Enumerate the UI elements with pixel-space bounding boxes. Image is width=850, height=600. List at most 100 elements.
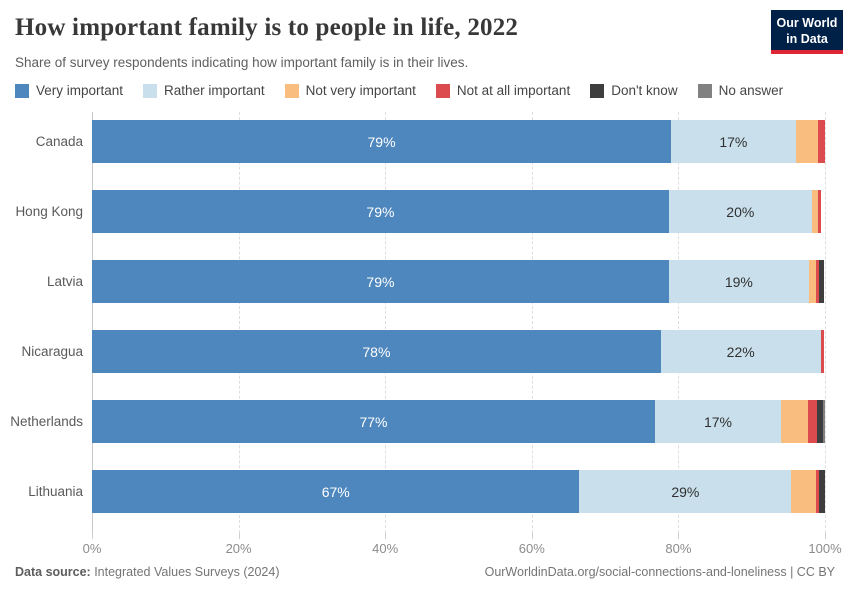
bar-row-hong-kong: Hong Kong 79% 20%: [0, 190, 850, 233]
bar-row-canada: Canada 79% 17%: [0, 120, 850, 163]
bar-segment-not-very-important[interactable]: [791, 470, 817, 513]
segment-value-label: 19%: [724, 273, 753, 290]
stacked-bar: 77% 17%: [92, 400, 825, 443]
data-source-label: Data source:: [15, 565, 91, 579]
chart-gridlines: [92, 112, 826, 539]
legend-swatch-icon: [697, 83, 712, 98]
bar-row-nicaragua: Nicaragua 78% 22%: [0, 330, 850, 373]
legend-swatch-icon: [284, 83, 299, 98]
chart-rows: Canada 79% 17% Hong Kong 79% 20% Latvia 79% 19% N…: [0, 112, 850, 513]
bar-row-lithuania: Lithuania 67% 29%: [0, 470, 850, 513]
segment-value-label: 17%: [703, 413, 732, 430]
country-label: Lithuania: [28, 484, 83, 499]
bar-segment-rather-important[interactable]: 29%: [579, 470, 792, 513]
segment-value-label: 79%: [367, 133, 396, 150]
bar-segment-not-at-all-important[interactable]: [816, 260, 820, 303]
bar-segment-don-t-know[interactable]: [819, 260, 825, 303]
bar-segment-rather-important[interactable]: 20%: [668, 190, 812, 233]
chart-legend: Very important Rather important Not very i…: [15, 83, 783, 98]
legend-label: Rather important: [164, 83, 265, 98]
legend-label: Not at all important: [456, 83, 571, 98]
x-axis-label: 0%: [82, 541, 102, 556]
stacked-bar: 79% 19%: [92, 260, 825, 303]
axis-tick: [238, 533, 240, 539]
segment-value-label: 77%: [359, 413, 388, 430]
bar-segment-not-at-all-important[interactable]: [817, 120, 825, 163]
bar-segment-not-very-important[interactable]: [808, 260, 817, 303]
owid-logo-line1: Our World: [776, 16, 838, 30]
country-label: Canada: [35, 134, 83, 149]
data-source-value: Integrated Values Surveys (2024): [90, 565, 280, 579]
bar-segment-no-answer[interactable]: [822, 400, 825, 443]
gridline-0: [92, 112, 93, 533]
x-axis-label: 40%: [372, 541, 399, 556]
x-axis-label: 100%: [808, 541, 842, 556]
bar-segment-very-important[interactable]: 79%: [92, 190, 669, 233]
bar-segment-don-t-know[interactable]: [819, 470, 825, 513]
segment-value-label: 20%: [726, 203, 755, 220]
x-axis-labels: 0% 20% 40% 60% 80% 100%: [83, 541, 842, 561]
legend-item-not-at-all-important: Not at all important: [435, 83, 571, 98]
bar-segment-very-important[interactable]: 79%: [92, 260, 669, 303]
bar-segment-very-important[interactable]: 77%: [92, 400, 655, 443]
stacked-bar: 67% 29%: [92, 470, 825, 513]
legend-label: Very important: [36, 83, 124, 98]
legend-label: Don't know: [611, 83, 678, 98]
legend-swatch-icon: [15, 83, 29, 98]
bar-segment-don-t-know[interactable]: [816, 400, 823, 443]
axis-tick: [531, 533, 533, 539]
legend-item-don-t-know: Don't know: [590, 83, 678, 98]
segment-value-label: 79%: [366, 203, 395, 220]
legend-item-rather-important: Rather important: [143, 83, 265, 98]
bar-segment-very-important[interactable]: 67%: [92, 470, 580, 513]
bar-segment-rather-important[interactable]: 17%: [671, 120, 796, 163]
gridline-100: [825, 112, 826, 533]
bar-segment-very-important[interactable]: 78%: [92, 330, 661, 373]
chart-subtitle: Share of survey respondents indicating h…: [15, 55, 469, 70]
bar-segment-rather-important[interactable]: 19%: [668, 260, 809, 303]
bar-segment-not-at-all-important[interactable]: [808, 400, 817, 443]
stacked-bar: 79% 20%: [92, 190, 825, 233]
legend-swatch-icon: [143, 83, 158, 98]
bar-segment-not-at-all-important[interactable]: [816, 470, 820, 513]
stacked-bar-chart: Canada 79% 17% Hong Kong 79% 20% Latvia 79% 19% N…: [0, 112, 850, 562]
axis-tick: [92, 533, 93, 539]
owid-logo[interactable]: Our World in Data: [771, 10, 843, 54]
bar-segment-not-at-all-important[interactable]: [817, 190, 821, 233]
segment-value-label: 22%: [726, 343, 755, 360]
chart-footer: Data source: Integrated Values Surveys (…: [15, 565, 835, 579]
axis-tick: [678, 533, 680, 539]
legend-item-very-important: Very important: [15, 83, 123, 98]
country-label: Latvia: [46, 274, 83, 289]
bar-segment-not-very-important[interactable]: [811, 190, 818, 233]
bar-segment-rather-important[interactable]: 22%: [660, 330, 821, 373]
stacked-bar: 79% 17%: [92, 120, 825, 163]
gridline-80: [678, 112, 680, 533]
bar-segment-rather-important[interactable]: 17%: [654, 400, 781, 443]
gridline-40: [385, 112, 387, 533]
data-source: Data source: Integrated Values Surveys (…: [15, 565, 280, 579]
bar-segment-very-important[interactable]: 79%: [92, 120, 672, 163]
segment-value-label: 17%: [719, 133, 748, 150]
axis-tick: [385, 533, 387, 539]
bar-segment-not-at-all-important[interactable]: [820, 330, 824, 373]
legend-label: Not very important: [305, 83, 416, 98]
segment-value-label: 29%: [671, 483, 700, 500]
segment-value-label: 78%: [362, 343, 391, 360]
country-label: Nicaragua: [21, 344, 83, 359]
legend-swatch-icon: [590, 83, 605, 98]
x-axis-label: 80%: [665, 541, 692, 556]
bar-row-latvia: Latvia 79% 19%: [0, 260, 850, 303]
legend-item-not-very-important: Not very important: [284, 83, 416, 98]
bar-segment-not-very-important[interactable]: [781, 400, 809, 443]
gridline-20: [238, 112, 240, 533]
legend-label: No answer: [718, 83, 784, 98]
bar-segment-not-very-important[interactable]: [795, 120, 818, 163]
legend-swatch-icon: [435, 83, 450, 98]
stacked-bar: 78% 22%: [92, 330, 825, 373]
footer-link[interactable]: OurWorldinData.org/social-connections-an…: [484, 565, 835, 579]
gridline-60: [531, 112, 533, 533]
bar-row-netherlands: Netherlands 77% 17%: [0, 400, 850, 443]
owid-logo-line2: in Data: [786, 32, 828, 47]
